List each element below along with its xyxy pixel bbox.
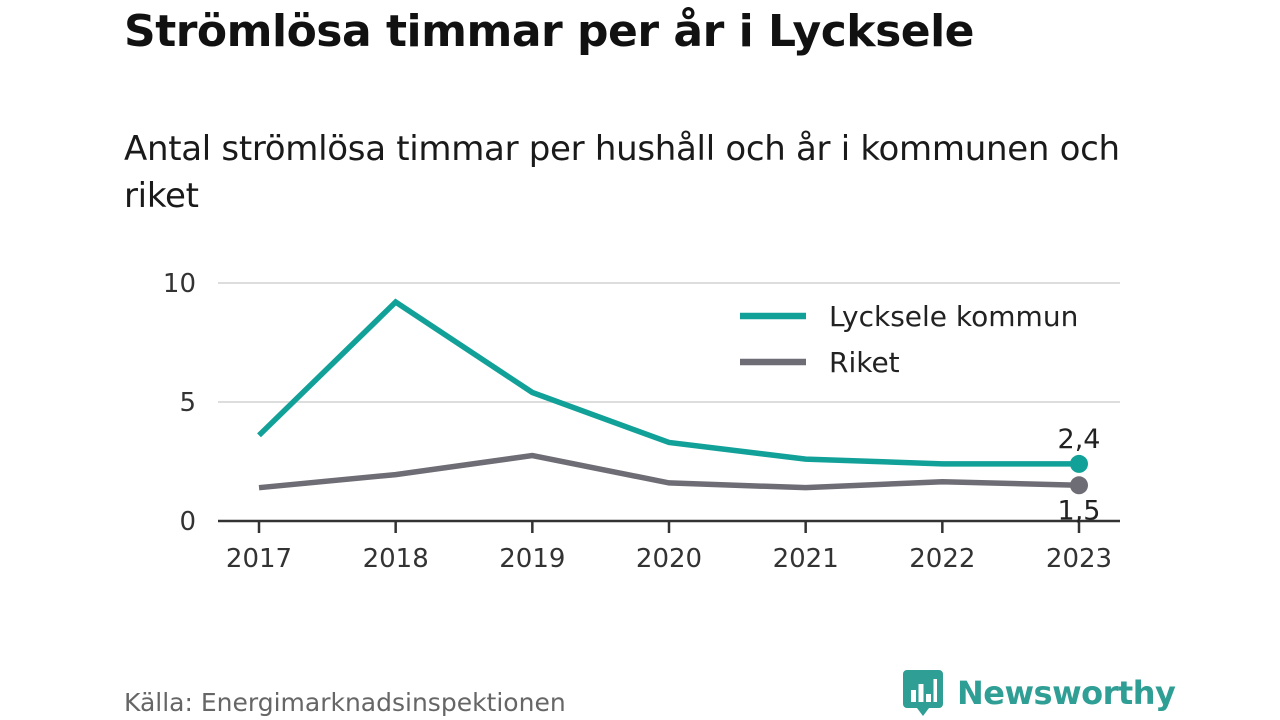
legend-label-0: Lycksele kommun [829, 300, 1078, 333]
x-tick-label: 2017 [226, 544, 292, 574]
newsworthy-logo-icon [903, 670, 943, 716]
chart-subtitle: Antal strömlösa timmar per hushåll och å… [124, 129, 1120, 216]
series-end-label-1: 1,5 [1058, 495, 1101, 526]
y-tick-label: 0 [179, 507, 196, 537]
series-end-label-0: 2,4 [1058, 424, 1101, 455]
x-tick-label: 2018 [363, 544, 429, 574]
series-end-point-0 [1070, 454, 1088, 473]
series-line-1 [258, 452, 1080, 491]
series-line-0 [257, 298, 1079, 467]
y-tick-label: 5 [179, 388, 196, 418]
x-tick-label: 2023 [1046, 544, 1112, 574]
brand-logo: Newsworthy [903, 670, 1176, 716]
brand-name: Newsworthy [957, 674, 1176, 712]
x-tick-label: 2019 [499, 544, 565, 574]
x-tick-label: 2021 [773, 544, 839, 574]
x-tick-label: 2022 [909, 544, 975, 574]
chart-title: Strömlösa timmar per år i Lycksele [124, 6, 975, 57]
y-tick-label: 10 [163, 269, 196, 299]
series-end-point-1 [1070, 476, 1088, 495]
legend-label-1: Riket [829, 346, 900, 379]
source-note: Källa: Energimarknadsinspektionen [124, 688, 566, 717]
x-tick-label: 2020 [636, 544, 702, 574]
